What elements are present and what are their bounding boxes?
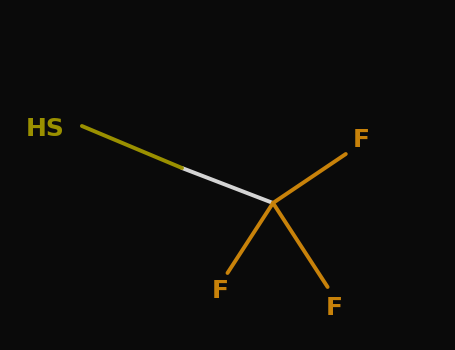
Text: F: F bbox=[212, 279, 229, 302]
Text: F: F bbox=[326, 296, 343, 320]
Text: HS: HS bbox=[26, 118, 65, 141]
Text: F: F bbox=[353, 128, 370, 152]
